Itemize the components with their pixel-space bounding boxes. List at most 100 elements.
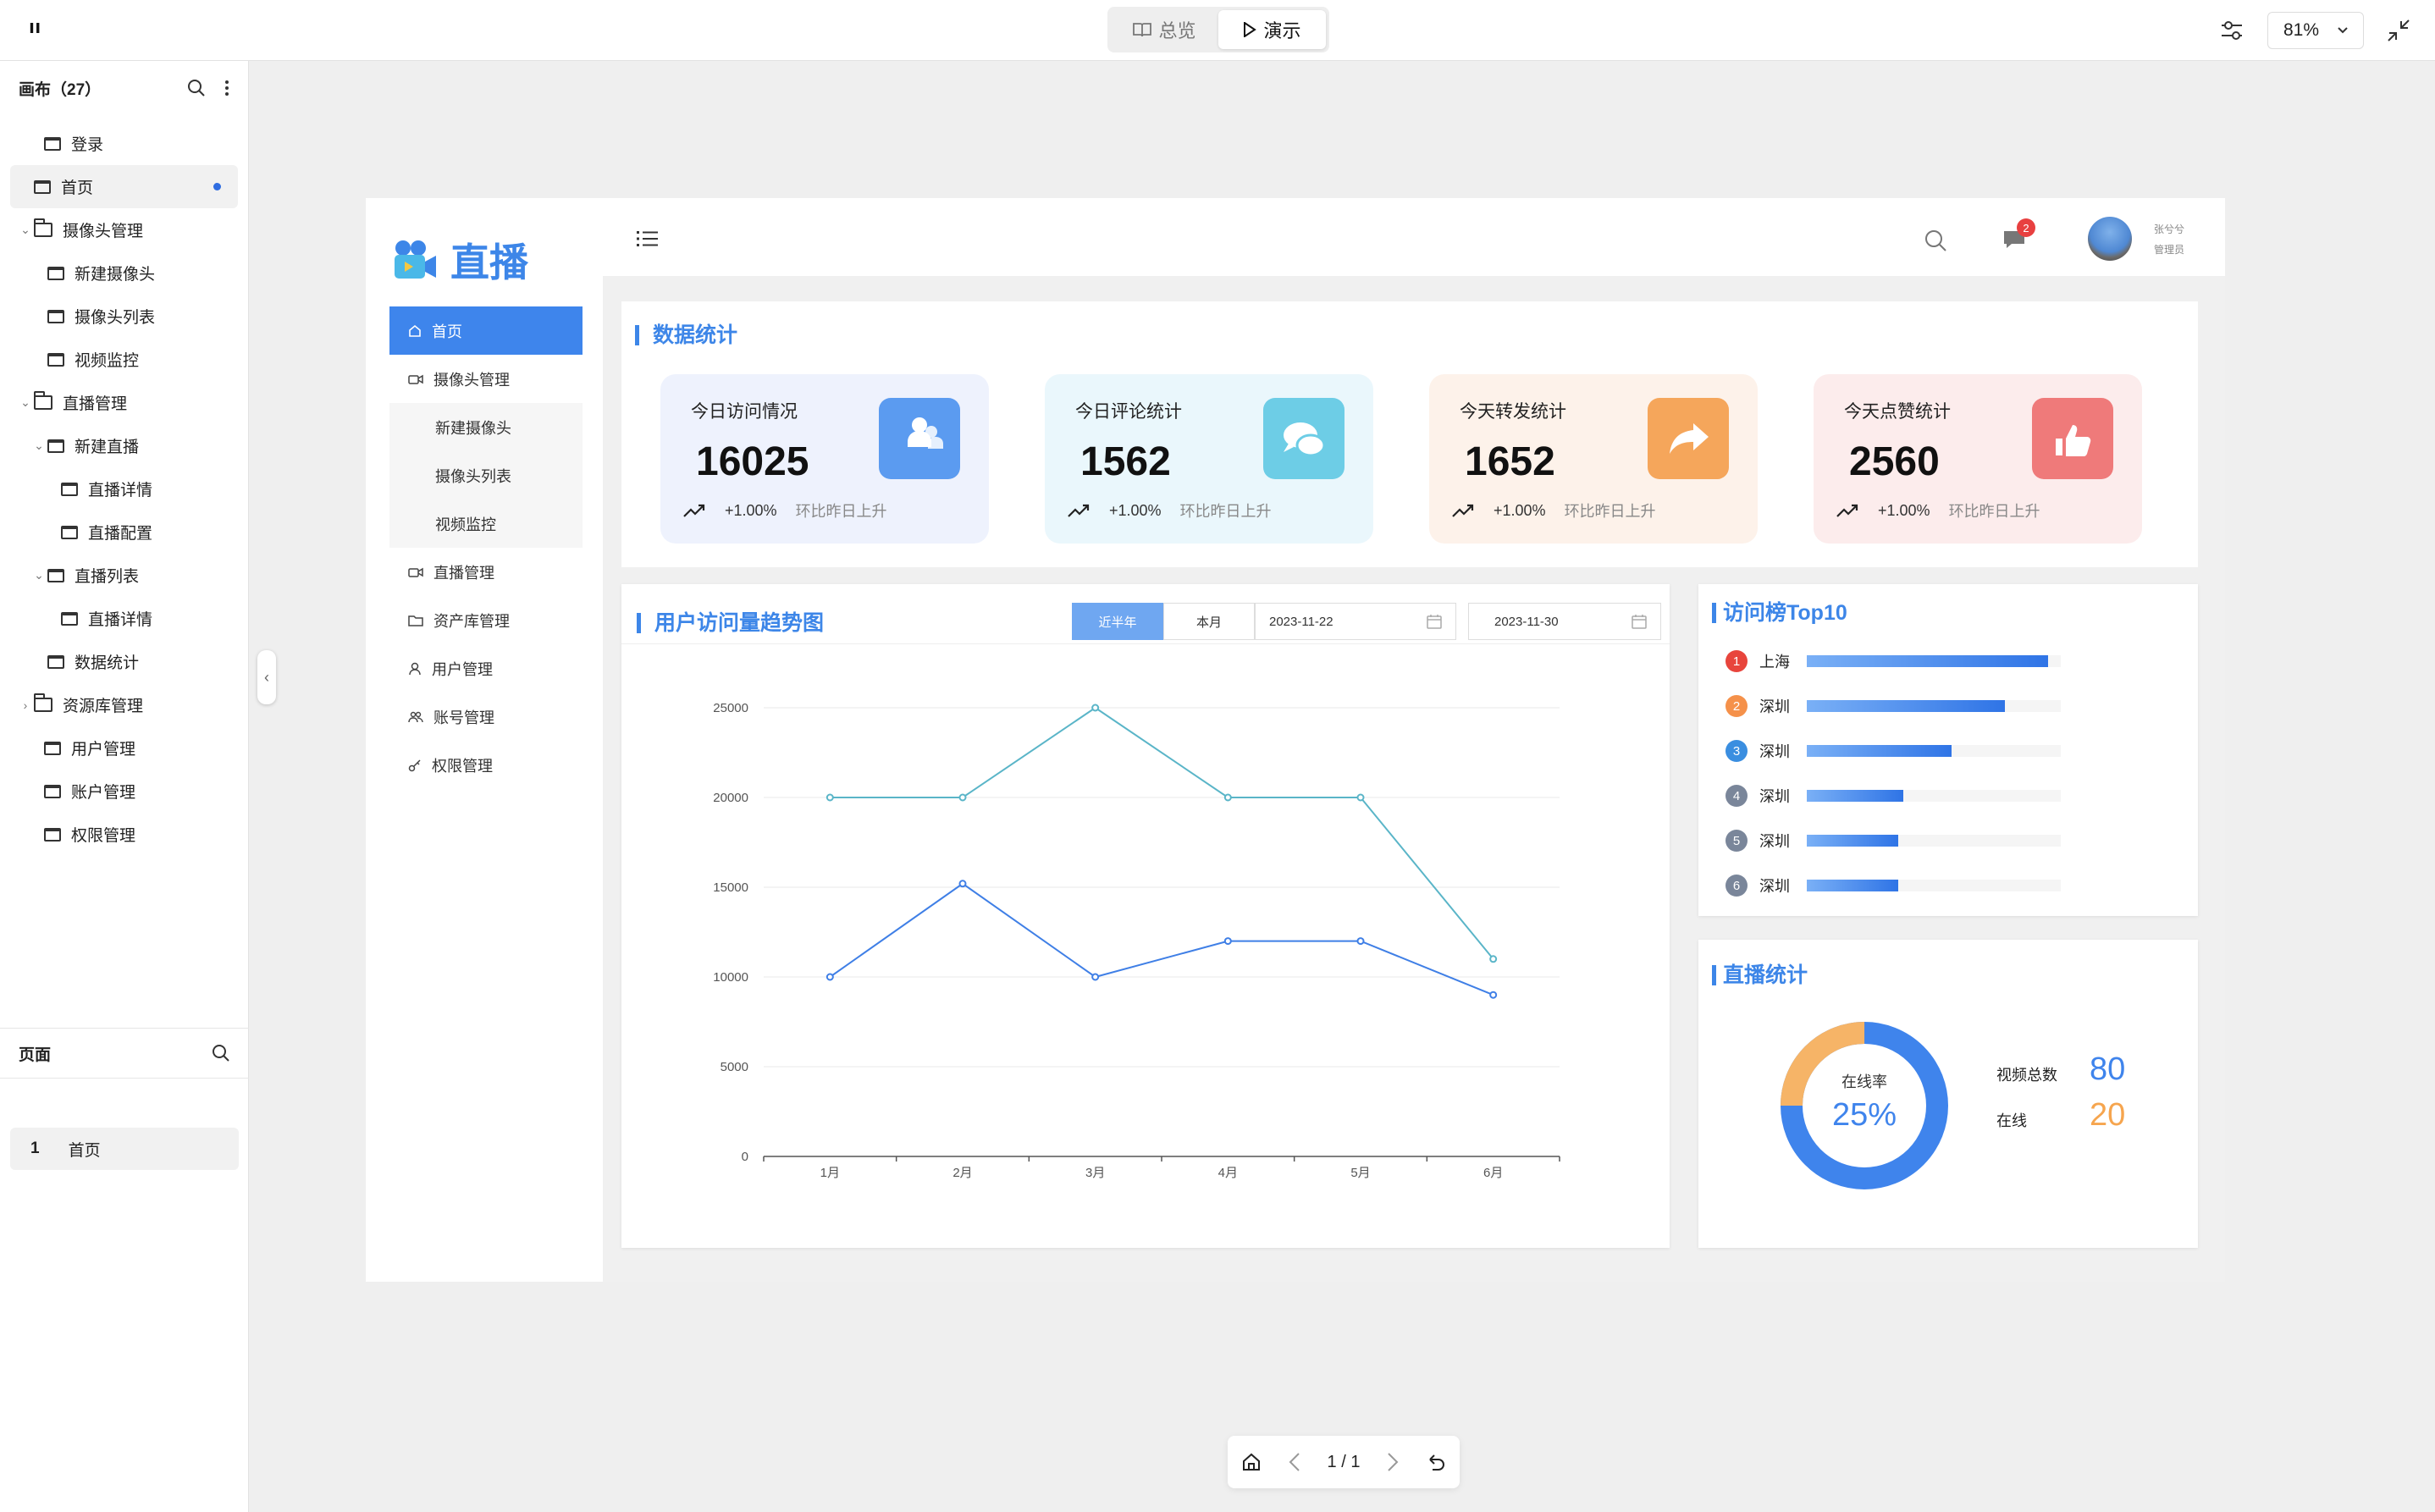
collapse-icon[interactable] [2388,19,2410,41]
stat-card-title: 今日访问情况 [691,402,798,422]
chevron-right-icon[interactable]: › [23,698,28,712]
menu-home[interactable]: 首页 [389,306,583,355]
end-date-picker[interactable]: 2023-11-30 [1468,603,1661,640]
range-tab-halfyear[interactable]: 近半年 [1072,603,1163,640]
pages-title: 页面 [19,1046,52,1064]
stat-card-trend: +1.00% 环比昨日上升 [1451,499,1656,521]
tree-item[interactable]: 新建摄像头 [0,251,248,295]
message-button[interactable]: 2 [2002,218,2035,254]
rate-label: 在线率 [1841,1073,1887,1090]
chevron-down-icon[interactable]: ⌄ [20,395,30,409]
live-stats-title: 直播统计 [1712,965,1808,986]
rank-bar-track [1807,790,2061,802]
tree-item[interactable]: ⌄ 直播管理 [0,381,248,424]
tab-overview[interactable]: 总览 [1111,10,1218,49]
range-tab-label: 近半年 [1098,615,1137,630]
tree-item[interactable]: 数据统计 [0,640,248,683]
page-tree: 登录 首页 ⌄ 摄像头管理 新建摄像头 摄像头列表 视频监控 ⌄ 直播管理 ⌄ 新建直播 直播详情 直播… [0,122,248,856]
menu-camera-monitor[interactable]: 视频监控 [389,499,583,548]
menu-sub-label: 新建摄像头 [435,419,511,437]
chevron-left-icon[interactable] [1289,1452,1300,1472]
brand-title: 直播 [450,240,528,284]
rank-city: 深圳 [1759,878,1790,895]
presentation-nav: 1 / 1 [1228,1436,1460,1488]
rank-number: 2 [1725,695,1748,717]
avatar[interactable] [2088,217,2132,261]
more-icon[interactable] [224,79,229,97]
artboard: 直播 首页 摄像头管理 新建摄像头 摄像头列表 视频监控 直播管理 资 [366,198,2225,1282]
tree-item[interactable]: ⌄ 新建直播 [0,424,248,467]
user-icon [409,662,421,675]
menu-assets[interactable]: 资产库管理 [389,596,583,644]
menu-sub-label: 摄像头列表 [435,467,511,485]
data-point [958,880,967,888]
tree-item-label: 用户管理 [71,741,136,759]
book-icon [1133,23,1152,37]
zoom-select[interactable]: 81% [2267,12,2364,49]
x-tick-label: 2月 [952,1166,972,1180]
home-icon[interactable] [1241,1452,1262,1472]
page-icon [47,439,64,453]
menu-list-icon[interactable] [637,230,659,247]
chevron-right-icon[interactable] [1387,1452,1399,1472]
tree-item[interactable]: 用户管理 [0,726,248,770]
top10-panel: 访问榜Top10 1 上海 2 深圳 3 深圳 4 深圳 5 深圳 6 深圳 [1698,584,2198,916]
tree-item[interactable]: 直播配置 [0,510,248,554]
rank-number: 1 [1725,650,1748,672]
tree-item[interactable]: 权限管理 [0,813,248,856]
menu-accounts[interactable]: 账号管理 [389,693,583,741]
tab-present[interactable]: 演示 [1218,10,1326,49]
search-icon[interactable] [212,1044,230,1062]
rank-bar-track [1807,745,2061,757]
y-tick-label: 20000 [713,791,748,805]
menu-live[interactable]: 直播管理 [389,548,583,596]
tree-item[interactable]: › 资源库管理 [0,683,248,726]
tree-item-label: 数据统计 [75,654,140,672]
menu-camera-new[interactable]: 新建摄像头 [389,403,583,451]
app-logo[interactable]: ᐦ [29,19,41,47]
tree-item[interactable]: ⌄ 直播列表 [0,554,248,597]
tree-item-label: 摄像头列表 [75,309,156,327]
tree-item[interactable]: ⌄ 摄像头管理 [0,208,248,251]
start-date-picker[interactable]: 2023-11-22 [1255,603,1456,640]
collapse-panel-button[interactable]: ‹ [257,650,276,704]
tree-item[interactable]: 首页 [10,165,238,208]
menu-camera[interactable]: 摄像头管理 [389,355,583,403]
search-icon[interactable] [187,79,206,97]
menu-users[interactable]: 用户管理 [389,644,583,693]
page-icon [44,136,61,151]
menu-camera-list[interactable]: 摄像头列表 [389,451,583,499]
chevron-down-icon[interactable]: ⌄ [20,223,30,236]
search-icon[interactable] [1924,229,1947,252]
trend-panel: 用户访问量趋势图 近半年 本月 2023-11-22 2023-11-30 0 5… [621,584,1670,1248]
tree-item[interactable]: 直播详情 [0,467,248,510]
stat-card-value: 1562 [1080,439,1171,484]
page-icon [47,654,64,669]
tree-item-label: 视频监控 [75,352,140,370]
trend-line-chart: 0 5000 10000 15000 20000 25000 1月 2月 3月 4月 5月 6月 [713,701,1560,1180]
tree-item[interactable]: 视频监控 [0,338,248,381]
start-date-value: 2023-11-22 [1269,614,1333,629]
rank-row: 1 上海 [1725,648,2061,674]
rank-number: 6 [1725,875,1748,897]
range-tab-month[interactable]: 本月 [1163,603,1255,640]
settings-sliders-icon[interactable] [2220,20,2244,41]
tree-item[interactable]: 直播详情 [0,597,248,640]
trend-up-icon [1068,504,1090,517]
tab-present-label: 演示 [1263,20,1301,41]
tree-item[interactable]: 摄像头列表 [0,295,248,338]
trend-up-icon [1452,504,1474,517]
page-indicator: 1 / 1 [1327,1452,1361,1471]
undo-icon[interactable] [1426,1452,1446,1472]
rank-number: 5 [1725,830,1748,852]
page-number: 1 [30,1140,40,1157]
menu-perms[interactable]: 权限管理 [389,741,583,789]
tree-item[interactable]: 账户管理 [0,770,248,813]
folder-icon [34,693,52,712]
tree-item-label: 新建摄像头 [75,266,156,284]
data-point [1489,991,1498,999]
chevron-down-icon[interactable]: ⌄ [34,568,44,582]
chevron-down-icon[interactable]: ⌄ [34,439,44,452]
tree-item[interactable]: 登录 [0,122,248,165]
page-list-item[interactable]: 1 首页 [10,1128,239,1170]
